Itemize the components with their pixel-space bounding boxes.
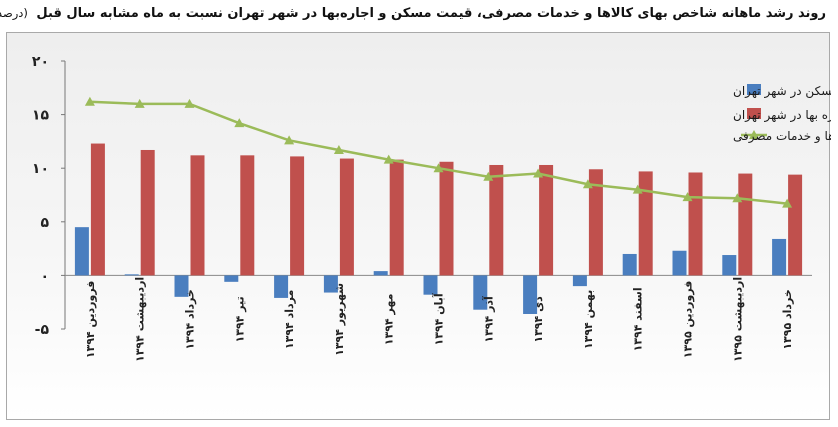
y-tick-label: ۵ [40,215,49,231]
cpi-point [483,171,494,181]
x-tick-label: اردیبهشت ۱۳۹۵ [731,277,744,362]
bar-rent [439,161,454,276]
bar-housing-price [323,275,338,293]
legend-label: قیمت مسکن در شهر تهران [733,84,831,99]
bar-housing-price [772,238,787,276]
cpi-point [533,168,544,178]
chart-title-text: روند رشد ماهانه شاخص بهای کالاها و خدمات… [36,6,826,21]
bar-housing-price [224,275,239,282]
legend: قیمت مسکن در شهر تهران اجاره بها در شهر ت… [733,84,831,144]
bar-rent [688,172,703,276]
chart-title-unit: (درصد) [0,6,28,20]
y-tick-label: ۱۵ [32,108,50,124]
x-tick-label: دی ۱۳۹۴ [532,296,545,343]
cpi-point [333,144,344,154]
bar-housing-price [672,250,687,276]
bar-housing-price [473,275,488,310]
bar-housing-price [722,255,737,276]
bar-rent [489,164,504,276]
bar-housing-price [622,253,637,276]
x-tick-label: آذر ۱۳۹۴ [481,296,495,343]
x-tick-label: شهریور ۱۳۹۴ [333,283,346,356]
bar-housing-price [523,275,538,314]
y-tick-label: ۰ [40,268,49,284]
cpi-point [682,192,693,202]
x-tick-label: اسفند ۱۳۹۴ [632,287,645,351]
legend-swatch [747,108,761,119]
y-tick-label: ۲۰ [32,54,49,70]
bar-housing-price [373,271,388,276]
chart-svg: ۲۰ ۱۵ ۱۰ ۵ ۰ -۵ فروردین ۱۳۹۴ اردیبهشت ۱۳۹۴ خرداد… [32,54,831,362]
y-tick-label: -۵ [35,322,50,338]
cpi-point [632,184,643,194]
cpi-point [732,193,743,203]
x-tick-label: خرداد ۱۳۹۵ [781,289,794,350]
legend-label: شاخص بهای کالاها و خدمات مصرفی [733,129,831,144]
x-tick-label: مهر ۱۳۹۴ [383,294,396,346]
cpi-point [582,179,593,189]
cpi-point [84,96,95,106]
x-tick-label: مرداد ۱۳۹۴ [283,290,296,349]
bar-rent [539,164,554,276]
bar-rent [588,169,603,276]
cpi-point [184,98,195,108]
bar-rent [190,155,205,276]
cpi-point [782,198,793,208]
legend-label: اجاره بها در شهر تهران [733,108,831,123]
bar-rent [788,174,803,276]
x-tick-label: تیر ۱۳۹۴ [233,296,246,342]
legend-swatch [747,84,761,95]
cpi-point [234,118,245,128]
cpi-point [433,163,444,173]
bar-rent [240,155,255,276]
bar-rent [140,149,155,276]
chart-area: ۲۰ ۱۵ ۱۰ ۵ ۰ -۵ فروردین ۱۳۹۴ اردیبهشت ۱۳۹۴ خرداد… [6,32,831,420]
x-tick-label: آبان ۱۳۹۴ [432,293,446,345]
bar-rent [389,159,404,276]
bar-housing-price [74,227,89,276]
bar-rent [90,143,105,276]
bar-housing-price [124,274,139,276]
bar-rent [339,158,354,276]
y-tick-label: ۱۰ [32,161,49,177]
bar-rent [638,171,653,276]
bar-housing-price [423,275,438,295]
bar-housing-price [572,275,587,287]
x-tick-label: فروردین ۱۳۹۴ [84,281,97,359]
legend-marker [749,130,759,139]
cpi-point [284,135,295,145]
chart-title: روند رشد ماهانه شاخص بهای کالاها و خدمات… [0,0,838,30]
bar-housing-price [274,275,289,298]
x-tick-label: اردیبهشت ۱۳۹۴ [134,277,147,362]
x-tick-label: بهمن ۱۳۹۴ [582,290,595,349]
bar-housing-price [174,275,189,297]
x-tick-label: خرداد ۱۳۹۴ [184,289,197,350]
bar-rent [290,156,305,276]
x-tick-label: فروردین ۱۳۹۵ [682,281,695,359]
cpi-point [134,98,145,108]
bar-rent [738,173,753,276]
cpi-point [383,154,394,164]
